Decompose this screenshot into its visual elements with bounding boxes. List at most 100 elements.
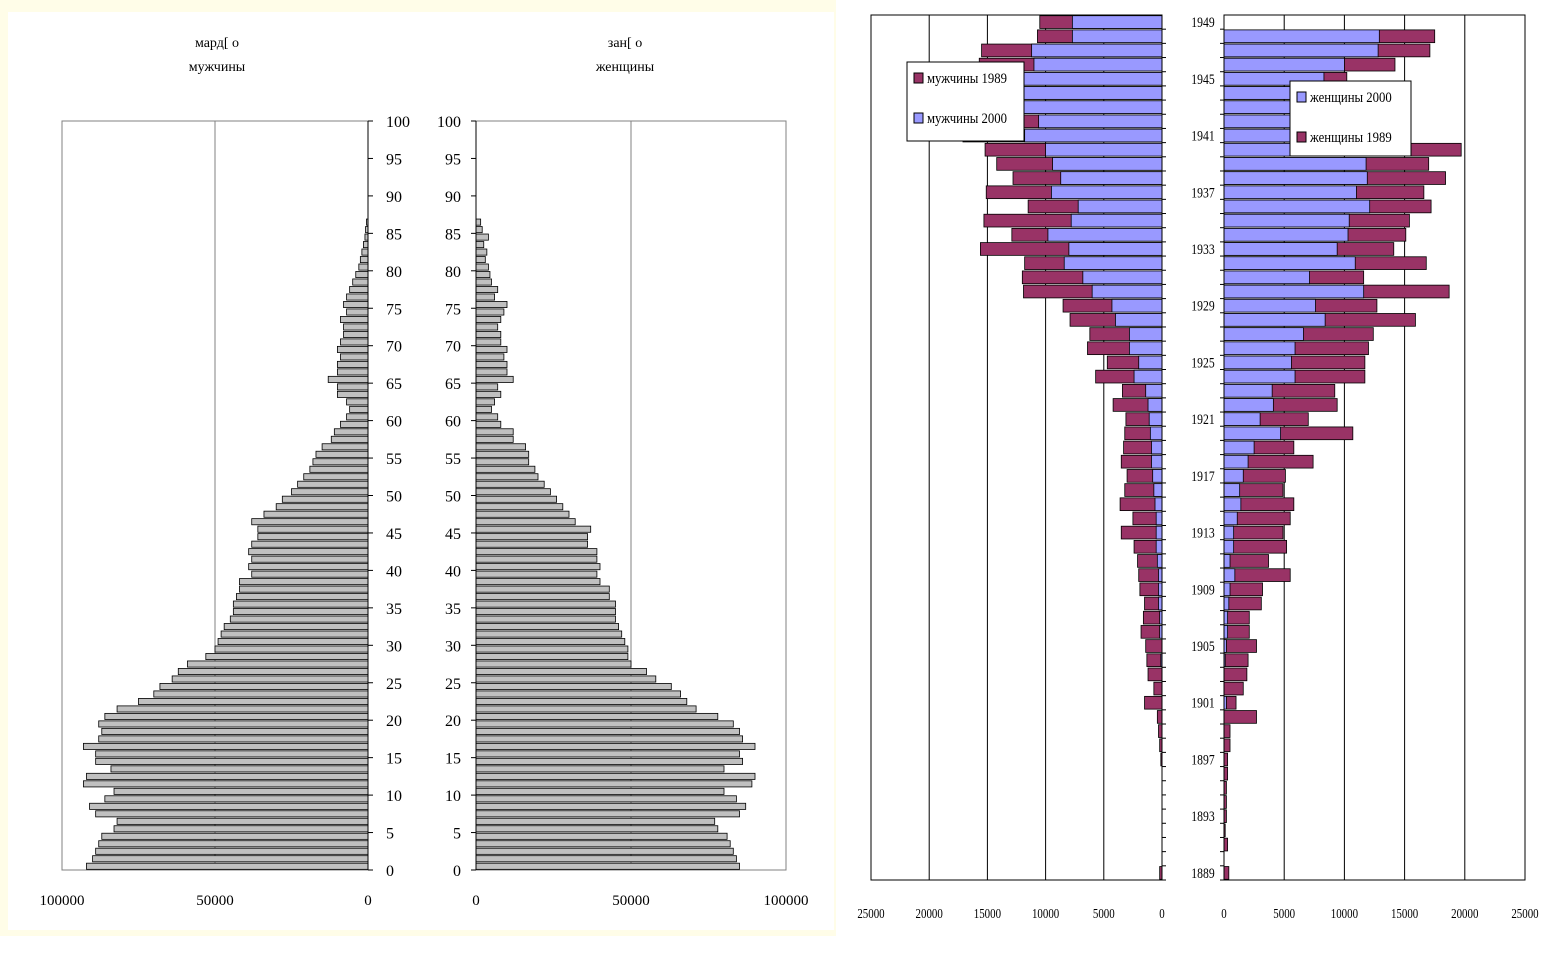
chart1-bar xyxy=(159,683,369,690)
chart1-bar xyxy=(361,248,369,256)
chart1-bar xyxy=(104,712,369,720)
chart2-y-tick-label: 45 xyxy=(445,526,461,543)
chart2-bar xyxy=(475,450,530,458)
chart1-bar xyxy=(251,555,369,563)
chart2-bar xyxy=(475,480,545,488)
chart1-bar xyxy=(257,525,369,533)
chart2-bar xyxy=(475,832,728,840)
chart2-header-line1: зан[ о xyxy=(608,36,642,51)
chart4-bar-s2 xyxy=(1223,554,1269,568)
chart4-bar-s2 xyxy=(1223,710,1257,724)
chart3-bar-s2 xyxy=(1071,29,1163,44)
chart1-y-tick-label: 65 xyxy=(386,376,402,393)
chart3-bar-s2 xyxy=(1155,511,1163,526)
chart1-bar xyxy=(223,623,369,631)
chart2-bar xyxy=(475,278,492,286)
chart1-bar xyxy=(340,353,369,361)
chart3-bar-s2 xyxy=(1063,256,1163,270)
chart3-bar-s2 xyxy=(1068,242,1163,256)
chart2-y-tick-label: 10 xyxy=(445,788,461,805)
chart1-y-tick-label: 25 xyxy=(386,676,402,693)
chart4-bar-s1 xyxy=(1223,398,1274,412)
chart2-bar xyxy=(475,825,719,833)
chart3-bar-s1 xyxy=(1153,681,1163,696)
chart3-bar-s2 xyxy=(1024,128,1163,143)
chart1-bar xyxy=(86,772,369,780)
chart1-bar xyxy=(83,742,369,750)
chart1-bar xyxy=(232,608,369,616)
chart2-bar xyxy=(475,668,647,675)
chart1-y-tick-label: 80 xyxy=(386,264,402,281)
chart1-bar xyxy=(352,278,369,286)
chart3-bar-s1 xyxy=(1146,653,1163,667)
chart3-bar-s2 xyxy=(1133,369,1163,384)
chart1-bar xyxy=(355,271,369,279)
chart4-bar-s1 xyxy=(1223,43,1379,58)
chart2-bar xyxy=(475,248,488,256)
chart1-y-tick-label: 40 xyxy=(386,563,402,580)
chart4-y-tick-label: 1929 xyxy=(1191,297,1215,314)
chart1-bar xyxy=(95,847,369,855)
chart3-bar-s1 xyxy=(1158,724,1163,738)
chart2-y-tick-label: 60 xyxy=(445,414,461,431)
chart1-bar xyxy=(336,368,369,376)
chart4-bar-s2 xyxy=(1223,639,1257,653)
chart4-bar-s1 xyxy=(1223,525,1235,540)
chart4-y-tick-label: 1949 xyxy=(1191,14,1215,31)
chart2-bar xyxy=(475,301,508,308)
chart4-bar-s1 xyxy=(1223,29,1380,44)
chart2-bar xyxy=(475,578,601,586)
chart1-x-tick-label: 100000 xyxy=(40,893,85,909)
chart3-x-tick-label: 20000 xyxy=(916,906,943,922)
chart2-bar xyxy=(475,735,744,743)
chart2-bar xyxy=(475,435,514,443)
chart2-bar xyxy=(475,750,740,758)
chart2-bar xyxy=(475,286,499,293)
chart1-bar xyxy=(89,802,369,810)
chart2-bar xyxy=(475,727,740,735)
chart1-bar xyxy=(251,570,369,578)
chart3-x-tick-label: 25000 xyxy=(857,906,884,922)
chart4-bar-s1 xyxy=(1223,341,1296,356)
chart1-bar xyxy=(248,548,369,556)
chart3-bar-s1 xyxy=(1145,639,1163,653)
chart2-bar xyxy=(475,345,508,353)
chart1-bar xyxy=(257,533,369,541)
chart1-bar xyxy=(336,345,369,353)
chart1-bar xyxy=(217,638,369,646)
chart3-bar-s2 xyxy=(1115,313,1163,327)
chart2-bar xyxy=(475,548,598,556)
chart1-bar xyxy=(153,690,369,698)
chart1-bar xyxy=(101,727,369,735)
chart2-bar xyxy=(475,226,483,234)
chart4-bar-s2 xyxy=(1223,866,1230,880)
chart4-bar-s1 xyxy=(1223,284,1365,299)
chart2-bar xyxy=(475,802,747,810)
chart1-bar xyxy=(340,316,369,323)
chart4-bar-s2 xyxy=(1223,837,1229,852)
chart2-y-tick-label: 0 xyxy=(453,863,461,880)
chart2-bar xyxy=(475,316,502,323)
chart1-bar xyxy=(205,653,369,661)
chart1-bar xyxy=(232,600,369,608)
chart2-bar xyxy=(475,780,753,788)
chart2-bar xyxy=(475,473,539,481)
chart3-bar-s2 xyxy=(1070,213,1163,228)
chart2-bar xyxy=(475,525,592,533)
chart1-bar xyxy=(349,286,369,293)
chart1-x-tick-label: 0 xyxy=(364,893,372,909)
chart3-bar-s2 xyxy=(1151,454,1163,469)
chart2-bar xyxy=(475,465,536,473)
chart2-bar xyxy=(475,720,734,728)
chart3-bar-s2 xyxy=(1023,100,1163,114)
chart3-legend: мужчины 1989 мужчины 2000 xyxy=(906,61,1025,142)
chart2-bar xyxy=(475,338,502,346)
chart2-bar xyxy=(475,630,623,638)
chart1-bar xyxy=(340,338,369,346)
chart4-x-tick-label: 10000 xyxy=(1331,906,1358,922)
chart2-bar xyxy=(475,600,616,608)
chart4-bar-s1 xyxy=(1223,157,1367,171)
chart2-x-tick-label: 50000 xyxy=(612,893,650,909)
